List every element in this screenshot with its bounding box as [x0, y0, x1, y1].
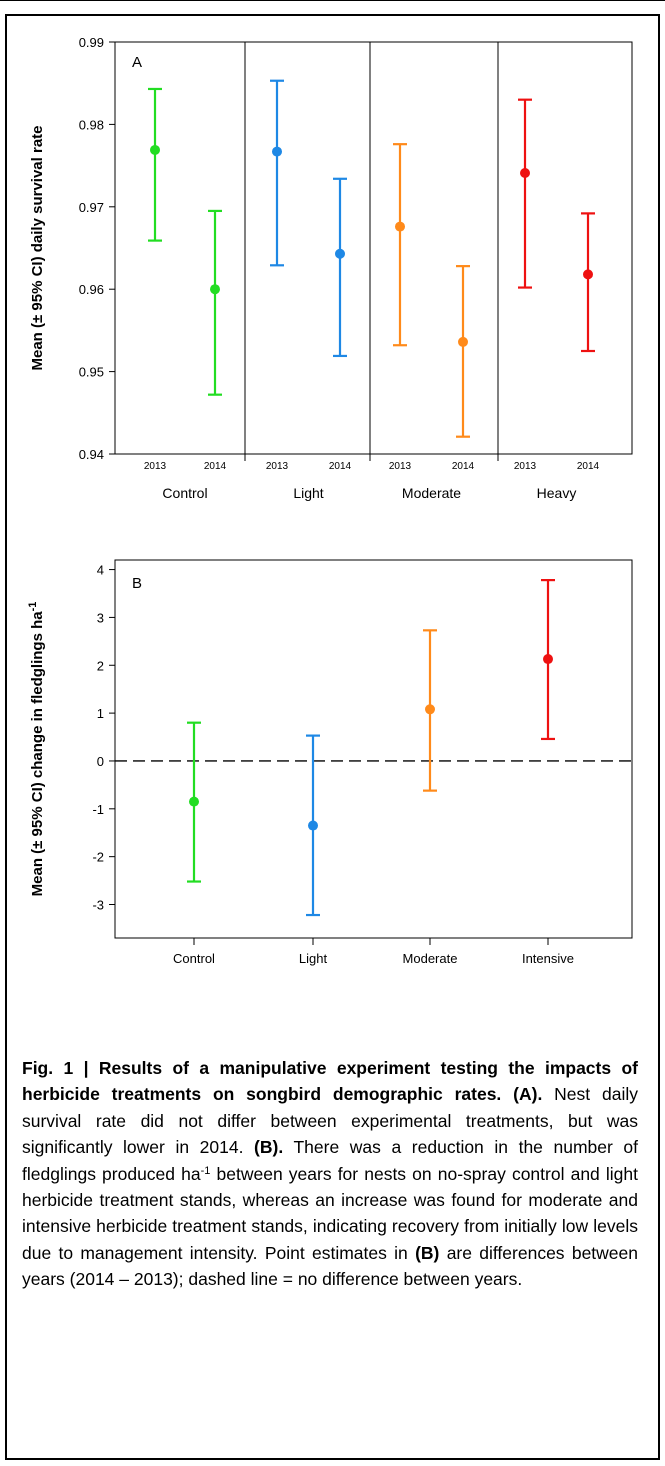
panel-a-heavy-2014-mean-point [583, 269, 593, 280]
panel-b-y-axis-label-text: Mean (± 95% CI) change in fledglings ha [29, 611, 46, 897]
panel-a-frame [114, 41, 633, 455]
panel-b-moderate-mean-point [425, 704, 435, 715]
panel-a-moderate-2014-mean-point [458, 336, 468, 347]
panel-a-control-2014-mean-point [210, 284, 220, 295]
panel-b-y-axis-label: Mean (± 95% CI) change in fledglings ha-… [27, 602, 46, 897]
caption-part-a-label: (A). [513, 1084, 543, 1105]
panel-b-y-tick-label: 2 [97, 658, 104, 673]
caption-part-a-text: Nest daily survival rate did not differ … [22, 1084, 638, 1158]
panel-b-category-label: Moderate [403, 951, 458, 966]
panel-b-control-mean-point [189, 796, 199, 807]
panel-b-y-tick-label: 4 [97, 563, 104, 578]
panel-b-category-label: Control [173, 951, 215, 966]
figure-caption: Fig. 1 | Results of a manipulative exper… [22, 1055, 638, 1293]
panel-a-year-label: 2013 [389, 461, 412, 472]
panel-b-intensive-mean-point [543, 654, 553, 665]
panel-a-y-tick-label: 0.95 [79, 365, 104, 380]
panel-a-year-label: 2013 [514, 461, 537, 472]
caption-part-b-label: (B). [254, 1137, 284, 1158]
panel-b-y-tick-label: 3 [97, 610, 104, 625]
panel-b-y-tick-label: 1 [97, 706, 104, 721]
panel-b-category-label: Intensive [522, 951, 574, 966]
panel-a-group-label: Heavy [537, 485, 577, 501]
panel-a-light-2013-mean-point [272, 146, 282, 157]
caption-part-b-text-2: between years for nests on no-spray cont… [22, 1163, 638, 1263]
figure-frame [5, 14, 660, 1460]
panel-a-year-label: 2014 [577, 461, 600, 472]
panel-a-y-tick-label: 0.96 [79, 282, 104, 297]
panel-b-category-label: Light [299, 951, 328, 966]
panel-a-year-label: 2014 [452, 461, 475, 472]
panel-a-group-label: Control [162, 485, 207, 501]
panel-a-group-label: Light [293, 485, 323, 501]
panel-a-y-tick-label: 0.97 [79, 200, 104, 215]
caption-part-b-text-1: There was a reduction in the number of f… [22, 1137, 639, 1184]
panel-a-year-label: 2014 [204, 461, 227, 472]
panel-a-moderate-2013-mean-point [395, 221, 405, 232]
panel-a-light-2014-mean-point [335, 248, 345, 259]
panel-a-control-2013-mean-point [150, 144, 160, 155]
panel-b-y-tick-label: -2 [92, 850, 104, 865]
panel-a-y-tick-label: 0.94 [79, 447, 104, 462]
caption-end-text: are differences between years (2014 – 20… [22, 1242, 638, 1290]
panel-a-year-label: 2014 [329, 461, 352, 472]
panel-b-light-mean-point [308, 820, 318, 831]
figure-chart: A 0.94 0.95 0.96 0.97 0.98 0.99 Mean (± 95% CI)… [27, 35, 633, 966]
panel-a-letter: A [132, 54, 142, 71]
panel-a-group-label: Moderate [402, 485, 461, 501]
panel-b-frame [114, 559, 633, 939]
panel-b-letter: B [132, 575, 142, 592]
panel-b-y-axis-label-superscript: -1 [27, 602, 39, 612]
panel-a-year-label: 2013 [266, 461, 289, 472]
top-rule [0, 0, 665, 1]
panel-a-y-axis-label: Mean (± 95% CI) daily survival rate [29, 126, 46, 371]
caption-title: Fig. 1 | Results of a manipulative exper… [22, 1058, 638, 1105]
panel-a-y-tick-label: 0.98 [79, 117, 104, 132]
panel-b-y-tick-label: -3 [92, 898, 104, 913]
panel-b-y-tick-label: -1 [92, 802, 104, 817]
caption-ref-b: (B) [415, 1242, 440, 1263]
panel-b-y-tick-label: 0 [97, 754, 104, 769]
panel-a-y-tick-label: 0.99 [79, 35, 104, 50]
panel-a-year-label: 2013 [144, 461, 167, 472]
caption-part-b-superscript: -1 [200, 1164, 211, 1177]
panel-a-heavy-2013-mean-point [520, 168, 530, 179]
